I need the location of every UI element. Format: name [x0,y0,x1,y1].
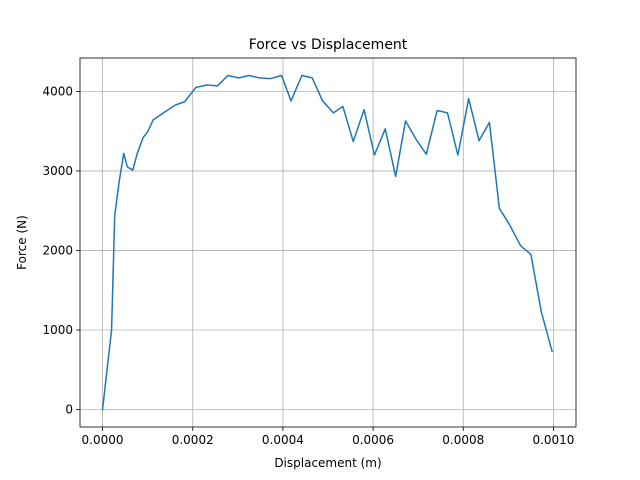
x-tick-label: 0.0010 [532,433,574,447]
y-tick-label: 2000 [42,243,73,257]
x-axis-ticks: 0.0000 0.0002 0.0004 0.0006 0.0008 0.0010 [82,427,574,447]
x-tick-label: 0.0002 [172,433,214,447]
y-tick-label: 4000 [42,84,73,98]
x-tick-label: 0.0000 [82,433,124,447]
y-tick-label: 0 [65,403,73,417]
y-axis-label: Force (N) [15,215,29,270]
y-tick-label: 1000 [42,323,73,337]
x-tick-label: 0.0006 [352,433,394,447]
grid [80,58,576,427]
x-axis-label: Displacement (m) [274,456,381,470]
x-tick-label: 0.0008 [442,433,484,447]
chart-title: Force vs Displacement [249,37,408,53]
series-layer [101,74,554,411]
y-tick-label: 3000 [42,164,73,178]
y-axis-ticks: 0 1000 2000 3000 4000 [42,84,80,417]
x-tick-label: 0.0004 [262,433,304,447]
plot-frame [79,57,577,428]
